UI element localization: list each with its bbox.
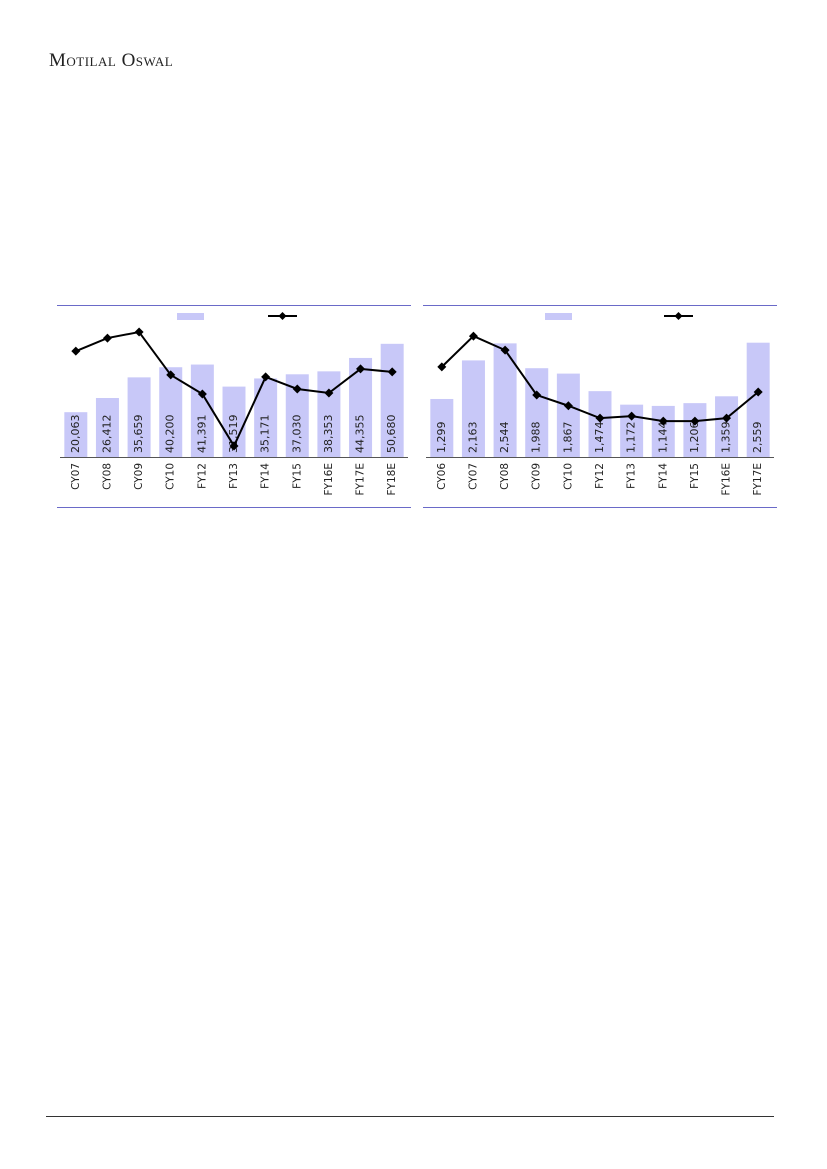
- bar: [461, 360, 485, 457]
- line-marker: [658, 416, 668, 426]
- bar: [95, 398, 119, 457]
- line-marker: [261, 372, 271, 382]
- legend-marker: [278, 312, 287, 320]
- value-label: 1,172: [625, 422, 638, 454]
- line-marker: [102, 333, 112, 343]
- line-marker: [532, 390, 542, 400]
- x-tick-label: CY09: [133, 463, 145, 490]
- bar: [349, 357, 373, 457]
- line-marker: [134, 327, 144, 337]
- value-label: 2,559: [751, 422, 764, 454]
- line-marker: [71, 346, 81, 356]
- line-marker: [500, 345, 510, 355]
- x-tick-label: FY12: [594, 463, 606, 489]
- legend-swatch: [177, 313, 204, 320]
- line-marker: [563, 401, 573, 411]
- bar: [493, 343, 517, 457]
- line-marker: [229, 441, 239, 451]
- value-label: 1,144: [656, 422, 669, 454]
- x-tick-label: FY17E: [752, 463, 764, 495]
- line-marker: [292, 384, 302, 394]
- value-label: 2,163: [466, 422, 479, 454]
- value-label: 40,200: [164, 415, 177, 454]
- value-label: 50,680: [385, 415, 398, 454]
- line-marker: [166, 370, 176, 380]
- x-tick-label: CY07: [70, 463, 82, 490]
- line-marker: [753, 387, 763, 397]
- legend-marker: [674, 312, 683, 320]
- line-marker: [722, 413, 732, 423]
- line-marker: [690, 416, 700, 426]
- bar: [556, 373, 580, 457]
- value-label: 1,299: [435, 422, 448, 454]
- chart: CY06 CY07 CY08 CY09 CY10 FY12 FY13 FY14 FY15 FY16…: [423, 305, 777, 508]
- bar: [254, 378, 278, 457]
- value-label: 38,353: [322, 415, 335, 454]
- line-marker: [197, 389, 207, 399]
- line-marker: [627, 411, 637, 421]
- line-marker: [387, 367, 397, 377]
- x-tick-label: CY06: [436, 463, 448, 490]
- x-tick-label: FY18E: [386, 463, 398, 495]
- value-label: 20,063: [69, 415, 82, 454]
- value-label: 31,519: [227, 415, 240, 454]
- bar: [190, 364, 214, 457]
- value-label: 44,355: [354, 415, 367, 454]
- bar: [588, 391, 612, 457]
- brand-logo: Motilal Oswal: [49, 50, 173, 71]
- value-label: 1,206: [688, 422, 701, 454]
- value-label: 1,474: [593, 422, 606, 454]
- chart: CY07 CY08 CY09 CY10 FY12 FY13 FY14 FY15 FY16E FY1…: [57, 305, 411, 508]
- x-tick-label: FY12: [196, 463, 208, 489]
- x-tick-label: FY13: [228, 463, 240, 489]
- x-tick-label: FY17E: [355, 463, 367, 495]
- x-tick-label: CY09: [531, 463, 543, 490]
- line-marker: [437, 362, 447, 372]
- line-marker: [356, 364, 366, 374]
- value-label: 37,030: [290, 415, 303, 454]
- x-tick-label: FY13: [626, 463, 638, 489]
- value-label: 41,391: [195, 415, 208, 454]
- value-label: 1,988: [530, 422, 543, 454]
- x-tick-label: CY08: [499, 463, 511, 490]
- value-label: 2,544: [498, 422, 511, 454]
- bar: [683, 403, 707, 457]
- x-tick-label: CY10: [165, 463, 177, 490]
- bar: [430, 398, 454, 457]
- x-tick-label: CY08: [101, 463, 113, 490]
- bar: [746, 342, 770, 457]
- value-label: 26,412: [100, 415, 113, 454]
- bar: [64, 412, 88, 457]
- x-tick-label: FY15: [291, 463, 303, 489]
- bar: [651, 405, 675, 457]
- line-marker: [468, 331, 478, 341]
- x-tick-label: FY14: [657, 463, 669, 489]
- line-marker: [595, 413, 605, 423]
- value-label: 1,867: [561, 422, 574, 454]
- legend-swatch: [545, 313, 572, 320]
- x-tick-label: FY16E: [323, 463, 335, 495]
- x-tick-label: CY07: [467, 463, 479, 490]
- value-label: 35,171: [259, 415, 272, 454]
- x-tick-label: FY16E: [721, 463, 733, 495]
- bar: [159, 367, 183, 457]
- x-tick-label: CY10: [562, 463, 574, 490]
- bar: [222, 386, 246, 457]
- x-tick-label: FY15: [689, 463, 701, 489]
- bar: [285, 374, 309, 457]
- line-marker: [324, 388, 334, 398]
- value-label: 1,359: [720, 422, 733, 454]
- bar: [715, 396, 739, 457]
- bar: [127, 377, 151, 457]
- x-tick-label: FY14: [260, 463, 272, 489]
- value-label: 35,659: [132, 415, 145, 454]
- bar: [525, 368, 549, 457]
